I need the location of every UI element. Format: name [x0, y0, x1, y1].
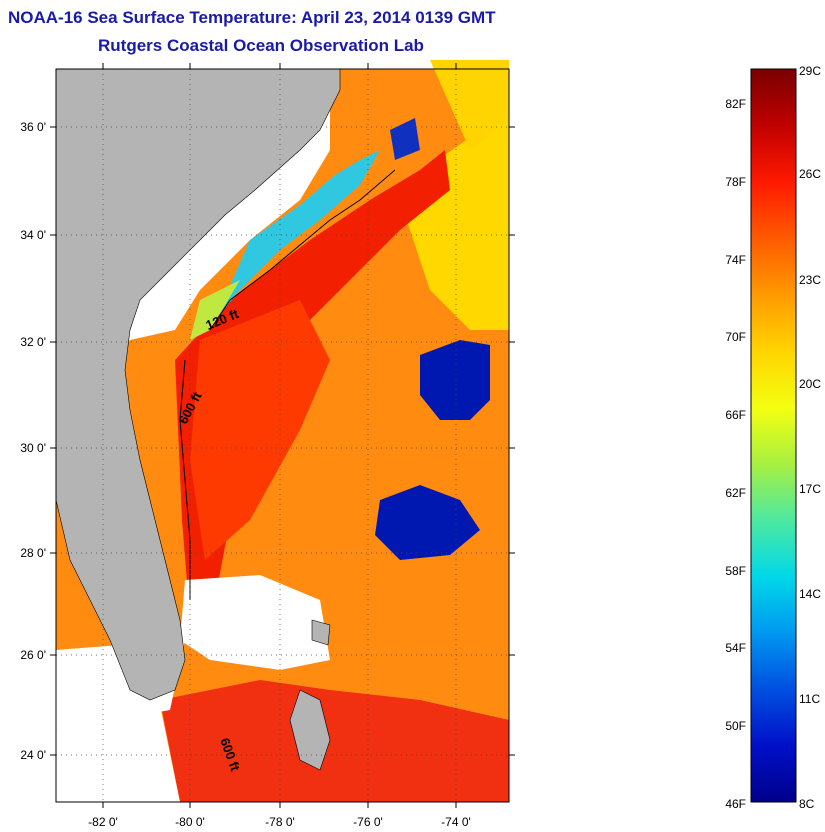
colorbar-f-62: 62F: [725, 486, 746, 500]
lat-label-32: 32 0': [20, 335, 46, 349]
lon-label-82: -82 0': [88, 815, 118, 829]
map-panel[interactable]: [50, 60, 515, 808]
isobath-120ft: [209, 169, 396, 331]
coastal-cool-band: [215, 150, 380, 320]
nodata-cloud-bahamas: [180, 575, 330, 670]
colorbar-c-29: 29C: [799, 64, 821, 78]
lat-label-26: 26 0': [20, 648, 46, 662]
colorbar-f-74: 74F: [725, 253, 746, 267]
colorbar-c-8: 8C: [799, 797, 815, 811]
warm-yellow-region: [395, 110, 509, 330]
land-bahamas: [289, 689, 331, 771]
cold-eddy-south: [375, 485, 480, 560]
cold-eddy-north: [420, 340, 490, 420]
colorbar-f-54: 54F: [725, 641, 746, 655]
colorbar-c-23: 23C: [799, 273, 821, 287]
colorbar-f-46: 46F: [725, 797, 746, 811]
colorbar-c-20: 20C: [799, 377, 821, 391]
colorbar-c-17: 17C: [799, 482, 821, 496]
land-florida-georgia: [55, 68, 341, 701]
lat-label-24: 24 0': [20, 748, 46, 762]
lat-label-30: 30 0': [20, 441, 46, 455]
colorbar-c-14: 14C: [799, 587, 821, 601]
map-title: NOAA-16 Sea Surface Temperature: April 2…: [8, 8, 496, 27]
colorbar: [750, 68, 797, 803]
colorbar-f-50: 50F: [725, 719, 746, 733]
map-gridlines: [56, 69, 509, 802]
colorbar-f-78: 78F: [725, 175, 746, 189]
colorbar-f-70: 70F: [725, 330, 746, 344]
colorbar-f-82: 82F: [725, 97, 746, 111]
lon-label-74: -74 0': [441, 815, 471, 829]
map-frame: [55, 68, 510, 803]
map-tick-marks: [50, 63, 515, 808]
colorbar-c-26: 26C: [799, 167, 821, 181]
colorbar-f-58: 58F: [725, 564, 746, 578]
colorbar-f-66: 66F: [725, 408, 746, 422]
southern-warm-patch: [160, 680, 509, 802]
lon-label-76: -76 0': [353, 815, 383, 829]
colorbar-c-11: 11C: [799, 692, 820, 706]
lon-label-80: -80 0': [175, 815, 205, 829]
map-subtitle: Rutgers Coastal Ocean Observation Lab: [98, 36, 424, 55]
lat-label-36: 36 0': [20, 120, 46, 134]
lat-label-28: 28 0': [20, 546, 46, 560]
lon-label-78: -78 0': [265, 815, 295, 829]
lat-label-34: 34 0': [20, 228, 46, 242]
